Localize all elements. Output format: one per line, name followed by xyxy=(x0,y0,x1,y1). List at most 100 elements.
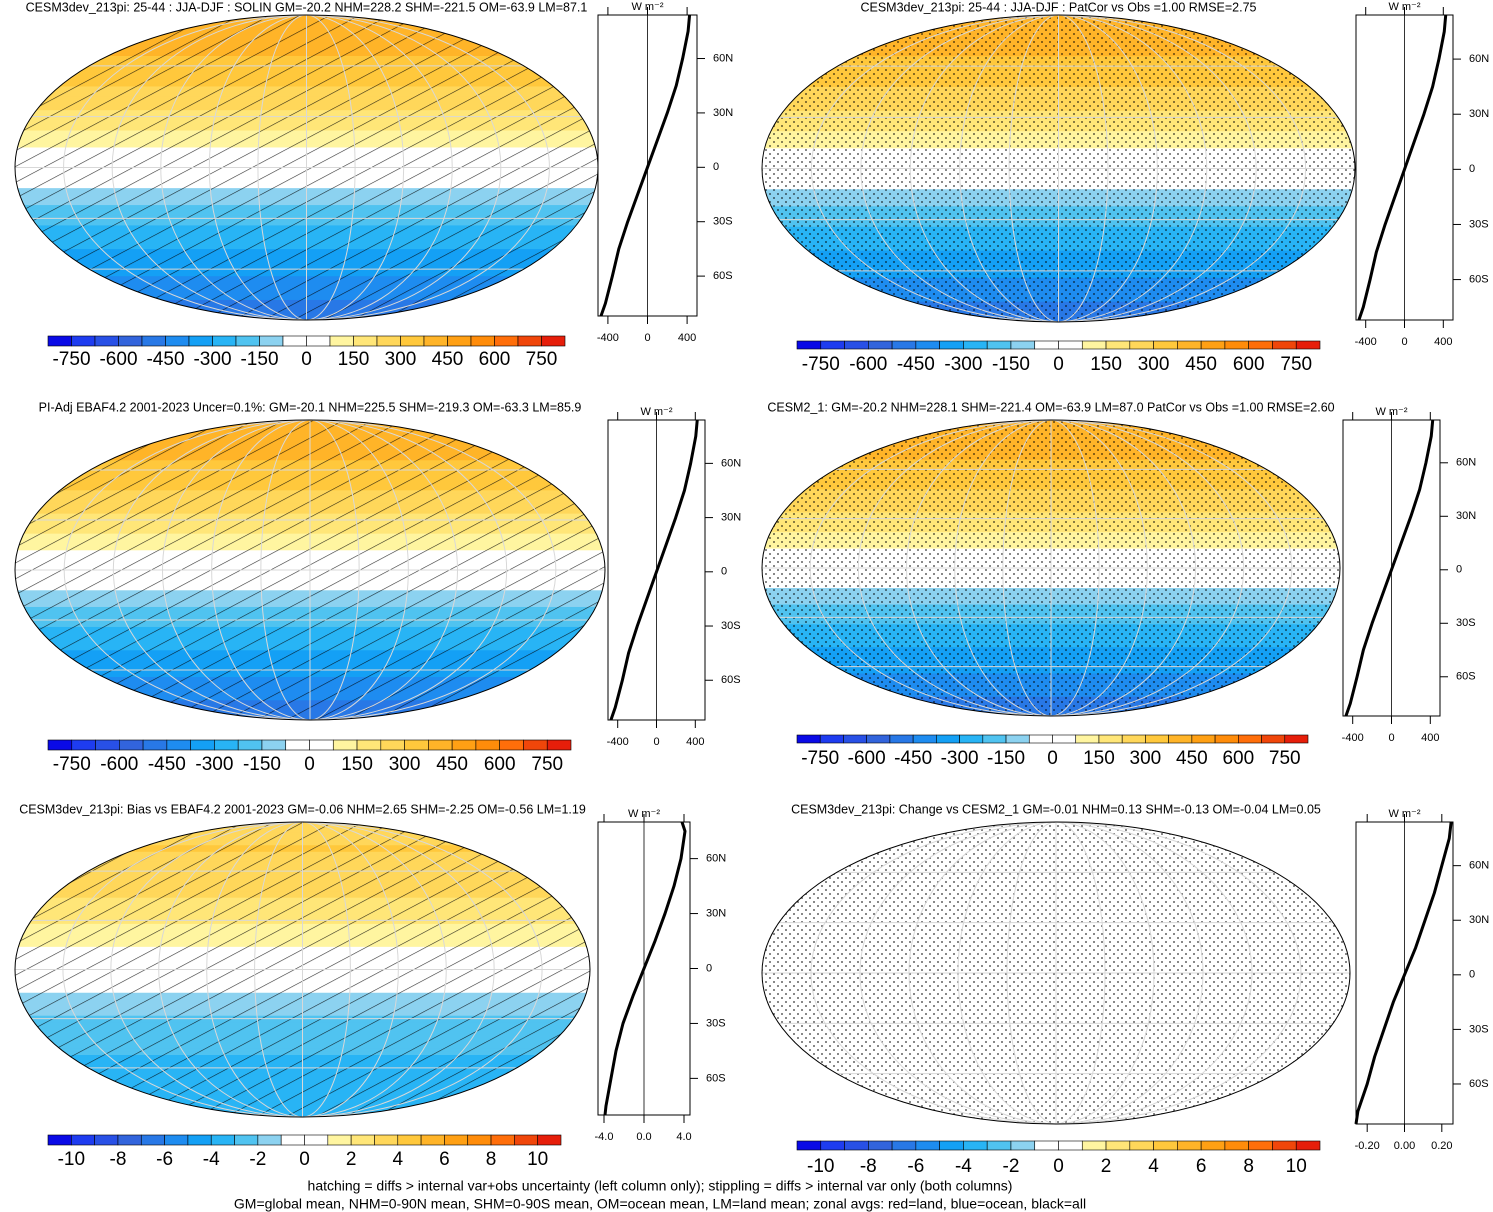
colorbar-box xyxy=(237,739,263,751)
y-tick-label: 60S xyxy=(1456,671,1476,683)
colorbar-box xyxy=(1272,340,1297,350)
colorbar-label: 450 xyxy=(432,349,464,370)
colorbar-box xyxy=(820,340,845,350)
colorbar-box xyxy=(1272,1140,1297,1151)
zonal-units: W m⁻² xyxy=(1388,808,1420,820)
colorbar-box xyxy=(986,340,1012,350)
colorbar-box xyxy=(257,1134,282,1146)
colorbar-box xyxy=(353,335,378,347)
x-tick-label: 0.00 xyxy=(1394,1140,1415,1152)
colorbar-box xyxy=(47,739,73,751)
x-tick-label: 400 xyxy=(1434,336,1452,348)
colorbar-box xyxy=(47,1134,72,1146)
y-tick-label: 30S xyxy=(1469,1023,1489,1035)
colorbar-box xyxy=(490,1134,515,1146)
meridian xyxy=(112,420,508,720)
meridian xyxy=(1002,420,1100,716)
colorbar-box xyxy=(1248,1140,1273,1151)
colorbar-label: 300 xyxy=(389,754,421,775)
colorbar-box xyxy=(356,739,382,751)
colorbar-box xyxy=(470,335,495,347)
map-border xyxy=(761,821,1351,1125)
colorbar-box xyxy=(214,739,239,751)
colorbar-box xyxy=(327,1134,352,1146)
x-tick-label: 400 xyxy=(1421,732,1439,744)
x-tick-label: 0.0 xyxy=(636,1131,651,1143)
y-tick-label: 30N xyxy=(1456,510,1476,522)
colorbar-label: -150 xyxy=(992,354,1030,375)
meridian xyxy=(1008,15,1109,322)
colorbar-label: 0 xyxy=(1053,1156,1064,1177)
colorbar-label: 750 xyxy=(531,754,563,775)
colorbar-label: 4 xyxy=(392,1149,403,1170)
colorbar-label: 8 xyxy=(1243,1156,1254,1177)
y-tick-label: 60N xyxy=(713,52,733,64)
meridian xyxy=(257,15,356,320)
colorbar-label: -450 xyxy=(146,349,184,370)
zonal-line xyxy=(609,419,699,721)
y-tick-label: 60N xyxy=(1469,53,1489,65)
colorbar-box xyxy=(1153,1140,1178,1151)
meridian xyxy=(959,15,1158,322)
colorbar-box xyxy=(986,1140,1012,1151)
colorbar-box xyxy=(963,340,988,350)
colorbar-label: -10 xyxy=(807,1156,834,1177)
colorbar-box xyxy=(939,1140,964,1151)
colorbar-box xyxy=(1200,340,1226,350)
colorbar-box xyxy=(1058,340,1083,350)
colorbar-box xyxy=(285,739,310,751)
colorbar-label: 10 xyxy=(1286,1156,1307,1177)
colorbar-label: -150 xyxy=(987,748,1025,769)
panel-title: CESM3dev_213pi: Change vs CESM2_1 GM=-0.… xyxy=(791,802,1321,816)
colorbar-label: 300 xyxy=(1138,354,1170,375)
x-tick-label: -400 xyxy=(1355,336,1377,348)
x-tick-label: 0 xyxy=(1401,336,1407,348)
colorbar-box xyxy=(332,739,358,751)
colorbar-box xyxy=(71,739,96,751)
colorbar-box xyxy=(1129,1140,1154,1151)
colorbar-label: -8 xyxy=(110,1149,127,1170)
zonal-line xyxy=(1344,419,1435,717)
colorbar-label: -150 xyxy=(240,349,278,370)
y-tick-label: 30N xyxy=(1469,108,1489,120)
panel-title: PI-Adj EBAF4.2 2001-2023 Uncer=0.1%: GM=… xyxy=(39,400,582,414)
colorbar-label: 0 xyxy=(301,349,312,370)
colorbar-box xyxy=(541,335,566,347)
colorbar-box xyxy=(1295,340,1321,350)
colorbar-label: 8 xyxy=(486,1149,497,1170)
colorbar-label: 750 xyxy=(526,349,558,370)
colorbar-box xyxy=(261,739,287,751)
zonal-line xyxy=(1354,821,1453,1125)
colorbar-label: 0 xyxy=(299,1149,310,1170)
colorbar-box xyxy=(280,1134,305,1146)
zonal-units: W m⁻² xyxy=(1375,406,1407,418)
colorbar-box xyxy=(467,1134,492,1146)
meridian xyxy=(254,822,351,1117)
colorbar-box xyxy=(868,340,893,350)
colorbar-box xyxy=(517,335,542,347)
meridian xyxy=(110,822,495,1117)
meridian xyxy=(860,15,1257,322)
colorbar-box xyxy=(912,734,937,744)
zonal-line xyxy=(1357,14,1448,321)
x-tick-label: 400 xyxy=(678,332,696,344)
y-tick-label: 30S xyxy=(706,1017,726,1029)
colorbar-box xyxy=(844,340,869,350)
colorbar-label: -2 xyxy=(1003,1156,1020,1177)
colorbar-box xyxy=(939,340,964,350)
colorbar-label: -150 xyxy=(243,754,281,775)
colorbar-box xyxy=(164,1134,189,1146)
colorbar-label: -2 xyxy=(249,1149,266,1170)
colorbar-label: -4 xyxy=(955,1156,972,1177)
y-tick-label: 0 xyxy=(1456,564,1462,576)
colorbar-box xyxy=(165,335,190,347)
y-tick-label: 0 xyxy=(706,962,712,974)
colorbar-label: 600 xyxy=(479,349,511,370)
meridian xyxy=(111,15,502,320)
colorbar-label: -6 xyxy=(156,1149,173,1170)
colorbar-label: -300 xyxy=(944,354,982,375)
zonal-units: W m⁻² xyxy=(640,406,672,418)
x-tick-label: 0 xyxy=(644,332,650,344)
